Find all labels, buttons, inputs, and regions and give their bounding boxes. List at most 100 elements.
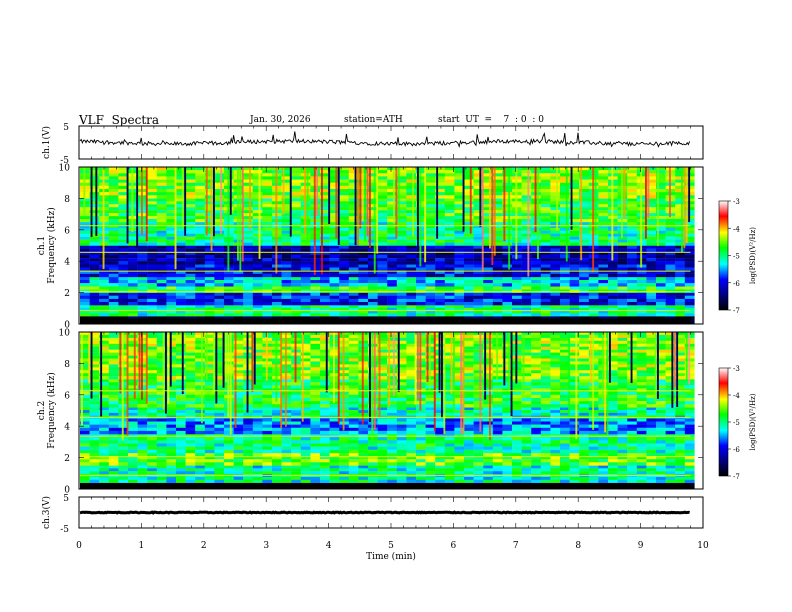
ch1-spectrogram-cell <box>464 239 474 243</box>
ch1-spectrogram-cell <box>435 305 445 309</box>
ch1-spectrogram-cell <box>627 302 637 306</box>
ch1-spectrogram-cell <box>281 286 292 290</box>
ch1-spectrogram-cell <box>80 248 90 252</box>
ch1-spectrogram-cell <box>281 176 292 180</box>
ch1-spectrogram-cell <box>627 248 637 252</box>
ch1-spectrogram-cell <box>358 245 369 249</box>
ch1-spectrogram-cell <box>377 221 388 226</box>
ch1-spectrogram-cell <box>598 219 609 223</box>
ch2-spectrogram-cell <box>204 446 215 450</box>
ch2-spectrogram-cell <box>569 446 580 450</box>
ch2-spectrogram-cell <box>387 424 397 428</box>
ch1-spectrogram-cell <box>560 221 570 226</box>
ch1-spectrogram-cell <box>176 248 186 252</box>
ch1-spectrogram-cell <box>214 230 225 234</box>
ch1-spectrogram-cell <box>444 264 455 268</box>
ch2-spectrogram-cell <box>416 452 426 457</box>
ch2-spectrogram-cell <box>416 479 426 483</box>
ch1-spectrogram-cell <box>89 316 100 319</box>
ch1-spectrogram-cell <box>348 245 359 249</box>
ch1-spectrogram-cell <box>454 213 465 217</box>
ch2-spectrogram-cell <box>473 446 484 450</box>
ch1-spectrogram-cell <box>195 292 205 296</box>
ch1-spectrogram-cell <box>579 298 589 303</box>
ch1-spectrogram-cell <box>502 276 513 281</box>
ch1-spectrogram-cell <box>176 185 186 190</box>
ch2-spectrogram-cell <box>425 468 436 472</box>
ch1-spectrogram-cell <box>281 298 292 303</box>
ch1-spectrogram-cell <box>579 313 589 317</box>
ch1-spectrogram-cell <box>243 305 253 309</box>
ch1-spectrogram-cell <box>521 254 532 259</box>
ch1-spectrogram-cell <box>425 230 436 234</box>
ch1-spectrogram-cell <box>377 167 388 171</box>
ch1-spectrogram-cell <box>540 213 551 217</box>
ch2-spectrogram-cell <box>368 440 378 444</box>
ch2-spectrogram-cell <box>89 477 100 481</box>
ch1-spectrogram-cell <box>387 248 397 252</box>
ch2-spectrogram-cell <box>243 446 253 450</box>
ch2-spectrogram-cell <box>80 456 90 460</box>
ch2-spectrogram-cell <box>550 421 561 425</box>
ch1-spectrogram-cell <box>579 201 589 205</box>
ch2-spectrogram-cell <box>291 440 301 444</box>
ch2-spectrogram-cell <box>396 424 407 428</box>
ch2-spectrogram-cell <box>665 468 676 472</box>
ch1-spectrogram-cell <box>377 182 388 187</box>
ch1-spectrogram-cell <box>406 198 417 202</box>
ch1-spectrogram-cell <box>300 286 311 290</box>
ch2-spectrogram-cell <box>233 477 244 481</box>
ch1-spectrogram-cell <box>579 305 589 309</box>
ch1-spectrogram-cell <box>176 254 186 259</box>
ch2-spectrogram-cell <box>204 456 215 460</box>
ch1-spectrogram-cell <box>560 264 570 268</box>
ch1-spectrogram-cell <box>617 251 628 256</box>
ch1-spectrogram-cell <box>502 227 513 231</box>
ch1-spectrogram-cell <box>291 204 301 208</box>
ch1-spectrogram-cell <box>156 230 167 234</box>
ch2-spectrogram-cell <box>128 418 138 422</box>
ch1-spectrogram-cell <box>464 310 474 314</box>
ch1-spectrogram-cell <box>80 258 90 262</box>
ch1-spectrogram-cell <box>627 192 637 196</box>
ch1-spectrogram-cell <box>224 270 234 274</box>
ch2-spectrogram-cell <box>108 465 119 469</box>
ch1-spectrogram-cell <box>185 204 196 208</box>
ch1-spectrogram-cell <box>512 302 522 306</box>
ch2-spectrogram-cell <box>454 418 465 422</box>
ch1-spectrogram-cell <box>627 245 637 249</box>
ch1-spectrogram-cell <box>560 267 570 271</box>
ch1-spectrogram-cell <box>540 195 551 199</box>
ch2-spectrogram-cell <box>224 418 234 422</box>
ch1-spectrogram-cell <box>464 201 474 205</box>
ch1-spectrogram-cell <box>118 254 129 259</box>
ch1-spectrogram-cell <box>512 316 522 319</box>
ch1-spectrogram-cell <box>185 316 196 319</box>
ch1-spectrogram-cell <box>675 167 685 171</box>
ch2-spectrogram-cell <box>291 443 301 447</box>
ch1-spectrogram-cell <box>176 204 186 208</box>
ch2-spectrogram-cell <box>550 440 561 444</box>
ch1-spectrogram-cell <box>492 302 503 306</box>
ch1-spectrogram-cell <box>348 173 359 177</box>
ch1-spectrogram-cell <box>598 239 609 243</box>
ch1-spectrogram-cell <box>176 219 186 223</box>
ch2-spectrogram-cell <box>156 443 167 447</box>
ch2-spectrogram-cell <box>291 471 301 475</box>
ch1-spectrogram-cell <box>368 189 378 193</box>
ch1-spectrogram-cell <box>281 280 292 284</box>
ch1-spectrogram-cell <box>396 185 407 190</box>
ch2-spectrogram-cell <box>502 440 513 444</box>
ch1-spectrogram-cell <box>368 176 378 180</box>
ch1-spectrogram-cell <box>550 305 561 309</box>
ch1-spectrogram-cell <box>80 298 90 303</box>
ch1-spectrogram-cell <box>444 310 455 314</box>
ch1-spectrogram-cell <box>512 267 522 271</box>
ch2-spectrogram-cell <box>636 421 647 425</box>
ch1-spectrogram-cell <box>243 298 253 303</box>
ch1-spectrogram-cell <box>521 251 532 256</box>
ch1-spectrogram-cell <box>540 251 551 256</box>
ch2-spectrogram-cell <box>540 446 551 450</box>
ch1-spectrogram-cell <box>444 204 455 208</box>
ch1-spectrogram-cell <box>320 201 330 205</box>
